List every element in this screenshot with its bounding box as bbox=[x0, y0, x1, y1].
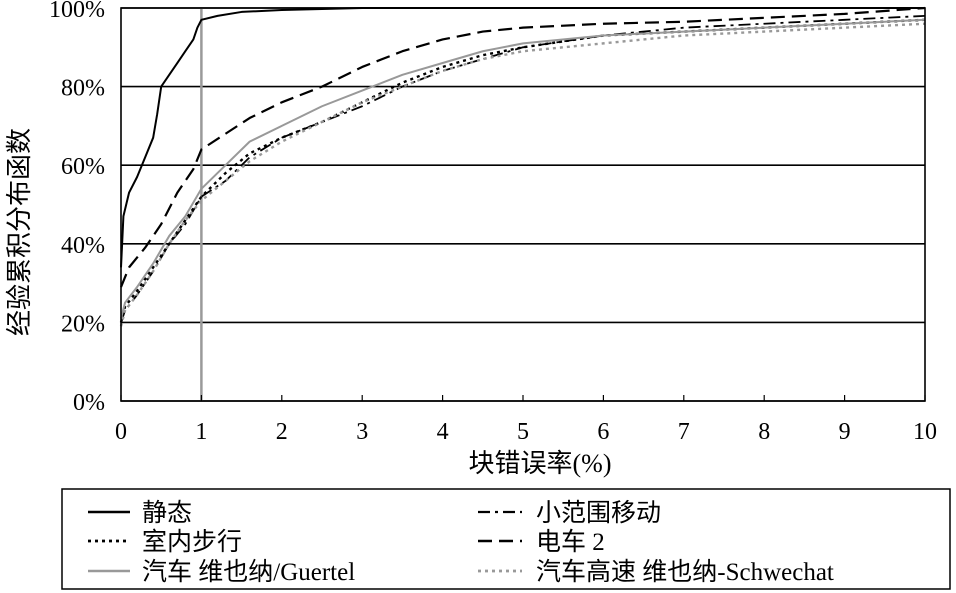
x-tick-label: 3 bbox=[356, 419, 368, 445]
y-tick-label: 0% bbox=[73, 390, 105, 416]
plot-frame bbox=[120, 7, 926, 402]
x-tick-label: 4 bbox=[437, 419, 449, 445]
y-axis-title: 经验累积分布函数 bbox=[5, 128, 34, 336]
series-line-5 bbox=[120, 18, 926, 319]
x-axis-title: 块错误率(%) bbox=[469, 449, 612, 478]
axes bbox=[120, 7, 926, 402]
legend-label-4: 电车 2 bbox=[536, 528, 605, 556]
tick-labels: 0% 20% 40% 60% 80% 100% 0 1 2 3 4 5 6 7 8 9 10 bbox=[49, 0, 937, 445]
x-tick-label: 6 bbox=[597, 419, 609, 445]
gridlines bbox=[121, 7, 925, 402]
x-tick-label: 9 bbox=[839, 419, 851, 445]
legend-label-1: 静态 bbox=[142, 499, 192, 527]
series-line-6 bbox=[119, 22, 926, 327]
legend-label-2: 小范围移动 bbox=[536, 499, 661, 527]
y-tick-label: 60% bbox=[61, 154, 105, 180]
y-tick-label: 100% bbox=[49, 0, 105, 23]
series-lines bbox=[119, 6, 926, 327]
series-line-4 bbox=[119, 6, 926, 288]
x-tick-label: 0 bbox=[115, 419, 127, 445]
x-tick-label: 8 bbox=[758, 419, 770, 445]
y-tick-label: 40% bbox=[61, 233, 105, 259]
legend-label-5: 汽车 维也纳/Guertel bbox=[142, 558, 355, 586]
series-line-1 bbox=[120, 7, 925, 268]
legend-label-6: 汽车高速 维也纳-Schwechat bbox=[536, 558, 834, 586]
y-tick-label: 20% bbox=[61, 311, 105, 337]
legend-label-3: 室内步行 bbox=[142, 528, 242, 556]
series-line-2 bbox=[120, 14, 926, 323]
x-tick-label: 2 bbox=[276, 419, 288, 445]
x-tick-label: 7 bbox=[678, 419, 690, 445]
x-tick-label: 5 bbox=[517, 419, 529, 445]
series-line-3 bbox=[119, 18, 926, 323]
x-tick-label: 10 bbox=[913, 419, 937, 445]
x-tick-label: 1 bbox=[195, 419, 207, 445]
y-tick-label: 80% bbox=[61, 76, 105, 102]
